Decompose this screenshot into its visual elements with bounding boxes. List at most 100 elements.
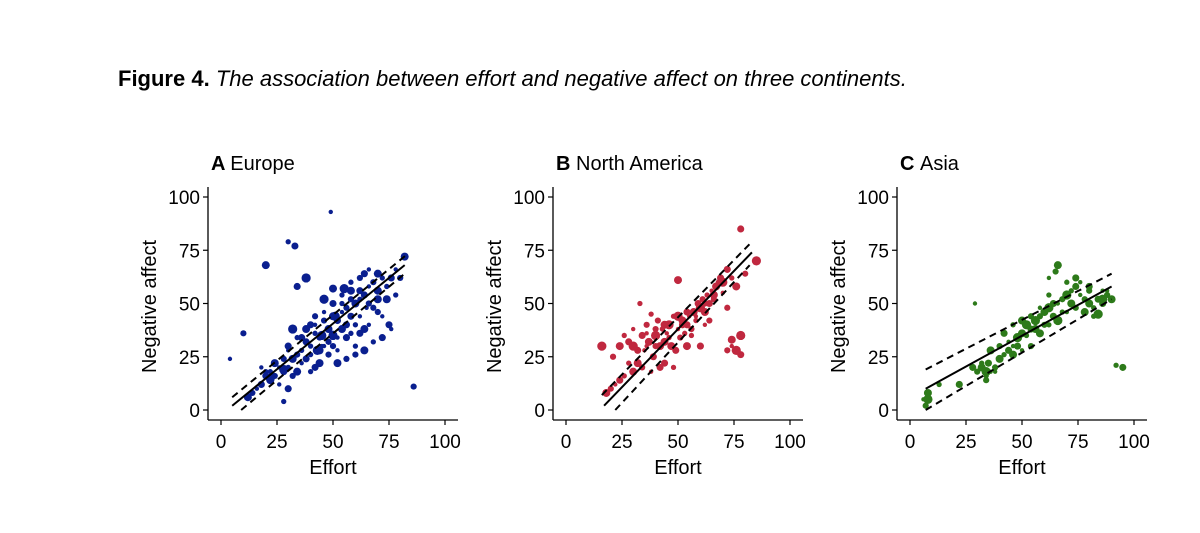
data-point: [723, 265, 731, 273]
x-tick-label: 50: [1011, 432, 1032, 453]
data-point: [955, 380, 963, 388]
data-point: [285, 239, 291, 245]
data-point: [984, 359, 992, 367]
data-point-large: [319, 294, 329, 304]
data-point: [342, 334, 350, 342]
data-point: [724, 304, 731, 311]
data-point: [602, 388, 611, 397]
data-point: [329, 284, 337, 293]
data-point: [649, 353, 657, 361]
data-point: [1010, 343, 1016, 349]
y-tick-label: 75: [524, 241, 545, 262]
data-point: [983, 377, 990, 384]
x-tick-label: 0: [561, 432, 572, 453]
ci-lower-line: [240, 272, 406, 411]
ci-lower-line: [925, 298, 1113, 411]
y-tick-label: 100: [857, 188, 889, 209]
data-point: [293, 282, 301, 291]
data-point: [389, 326, 394, 332]
data-point: [291, 242, 299, 250]
data-point: [320, 317, 328, 324]
data-point: [360, 270, 368, 278]
data-point: [284, 342, 292, 350]
data-point: [1046, 322, 1052, 328]
data-point: [277, 382, 282, 387]
data-point: [616, 376, 624, 384]
data-point: [706, 317, 713, 324]
panel-letter: A: [211, 153, 230, 175]
data-point: [638, 331, 646, 340]
x-tick-label: 25: [955, 432, 976, 453]
data-point-large: [751, 256, 762, 266]
data-point: [329, 299, 337, 308]
data-point: [1078, 280, 1083, 285]
y-tick-label: 100: [513, 188, 545, 209]
data-point-large: [695, 303, 706, 313]
data-point: [992, 364, 999, 371]
data-point-large: [923, 394, 933, 404]
data-point-large: [1021, 320, 1032, 330]
data-point: [261, 261, 270, 270]
data-point: [1072, 274, 1080, 282]
data-point: [654, 317, 661, 324]
figure-caption: Figure 4. The association between effort…: [118, 66, 907, 92]
data-point: [311, 363, 319, 371]
data-point: [923, 388, 932, 397]
data-point: [729, 343, 734, 349]
figure-label: Figure 4.: [118, 66, 210, 91]
data-point: [360, 346, 369, 355]
data-point: [633, 359, 642, 368]
data-point: [656, 363, 664, 371]
ci-upper-line: [925, 272, 1113, 371]
data-point-large: [1093, 309, 1103, 319]
data-point: [343, 355, 350, 362]
data-point: [1046, 292, 1052, 298]
data-point: [325, 338, 332, 345]
x-tick-label: 25: [266, 432, 287, 453]
data-point: [644, 331, 649, 336]
data-point: [357, 314, 363, 319]
data-point: [356, 287, 364, 295]
data-point: [370, 339, 376, 345]
x-tick-label: 50: [667, 432, 688, 453]
data-point: [339, 292, 345, 298]
ci-upper-line: [231, 253, 408, 398]
data-point: [373, 269, 382, 278]
data-point: [672, 346, 680, 354]
panel-title-text: North America: [576, 153, 704, 175]
panel-title-text: Europe: [230, 153, 295, 175]
y-tick-label: 0: [878, 401, 889, 422]
data-point: [370, 304, 377, 311]
panel-title: A Europe: [211, 153, 295, 175]
data-point: [1053, 261, 1062, 270]
data-point-large: [279, 364, 289, 375]
data-point: [621, 332, 627, 339]
data-point: [705, 299, 713, 308]
data-point: [992, 369, 998, 374]
data-point-large: [1044, 303, 1054, 313]
data-point: [281, 398, 287, 405]
x-tick-label: 100: [429, 432, 461, 453]
panel-north-america: B North America 0 25 50 75 100 0 25 50 75 100 Effor…: [484, 153, 806, 479]
data-point: [293, 367, 302, 376]
data-point: [696, 342, 704, 350]
data-point-large: [731, 345, 741, 355]
data-point-large: [339, 283, 349, 294]
data-point: [661, 359, 669, 367]
data-point: [328, 209, 333, 215]
y-axis-label: Negative affect: [484, 240, 506, 373]
data-point: [352, 343, 359, 349]
x-tick-label: 100: [1118, 432, 1150, 453]
data-point: [609, 353, 617, 360]
y-tick-label: 25: [868, 348, 889, 369]
data-point: [382, 295, 391, 304]
panel-title-text: Asia: [920, 153, 960, 175]
x-tick-label: 75: [723, 432, 744, 453]
data-point: [284, 385, 292, 393]
y-tick-label: 25: [524, 348, 545, 369]
y-tick-label: 75: [179, 241, 200, 262]
x-axis-label: Effort: [998, 457, 1046, 479]
data-point: [227, 356, 233, 362]
data-point: [259, 365, 264, 370]
data-point: [1046, 275, 1052, 281]
